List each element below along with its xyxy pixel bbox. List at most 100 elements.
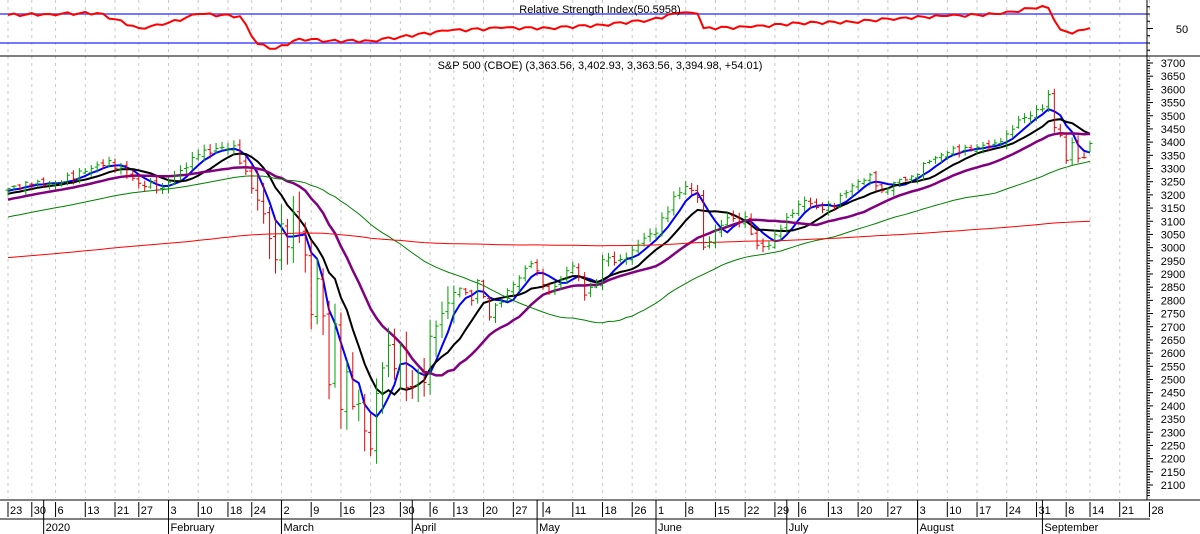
ohlc-bar bbox=[1010, 125, 1016, 139]
ohlc-bar bbox=[504, 288, 510, 302]
ohlc-bar bbox=[35, 179, 41, 187]
ohlc-bar bbox=[308, 240, 314, 330]
x-tick-label: 6 bbox=[801, 505, 807, 517]
ohlc-bar bbox=[594, 279, 600, 289]
ohlc-bar bbox=[837, 192, 843, 209]
ohlc-bar bbox=[492, 302, 498, 323]
ohlc-bar bbox=[950, 145, 956, 157]
y-tick-label: 3650 bbox=[1161, 71, 1185, 83]
y-tick-label: 3600 bbox=[1161, 84, 1185, 96]
ohlc-bar bbox=[677, 187, 683, 200]
ohlc-bar bbox=[380, 362, 386, 414]
ohlc-bar bbox=[332, 303, 338, 388]
ohlc-bar bbox=[926, 159, 932, 164]
ohlc-bar bbox=[992, 139, 998, 146]
ohlc-bar bbox=[754, 228, 760, 250]
x-tick-label: 21 bbox=[1122, 505, 1134, 517]
y-tick-label: 3150 bbox=[1161, 203, 1185, 215]
ohlc-bar bbox=[903, 176, 909, 182]
ohlc-bar bbox=[909, 175, 915, 184]
ohlc-bar bbox=[243, 155, 249, 175]
x-tick-label: 8 bbox=[1068, 505, 1074, 517]
x-tick-label: 23 bbox=[373, 505, 385, 517]
ohlc-bar bbox=[11, 185, 17, 191]
ohlc-bar bbox=[374, 378, 380, 464]
ohlc-bar bbox=[1087, 141, 1093, 153]
y-tick-label: 3350 bbox=[1161, 150, 1185, 162]
x-tick-label: 15 bbox=[717, 505, 729, 517]
month-label: 2020 bbox=[46, 522, 70, 534]
y-tick-label: 2600 bbox=[1161, 348, 1185, 360]
x-tick-label: 9 bbox=[313, 505, 319, 517]
ohlc-bar bbox=[368, 413, 374, 457]
ohlc-bar bbox=[790, 209, 796, 219]
ohlc-bar bbox=[653, 227, 659, 240]
x-tick-label: 30 bbox=[402, 505, 414, 517]
ohlc-bar bbox=[808, 197, 814, 209]
x-tick-label: 6 bbox=[58, 505, 64, 517]
ohlc-bar bbox=[558, 276, 564, 290]
x-tick-label: 13 bbox=[830, 505, 842, 517]
x-tick-label: 24 bbox=[254, 505, 266, 517]
ohlc-bar bbox=[968, 144, 974, 152]
ohlc-bar bbox=[118, 162, 124, 175]
month-label: February bbox=[171, 522, 216, 534]
ohlc-bar bbox=[481, 279, 487, 299]
ohlc-bar bbox=[611, 251, 617, 266]
ohlc-bar bbox=[142, 180, 148, 192]
ohlc-bar bbox=[1081, 152, 1087, 159]
ohlc-bar bbox=[695, 184, 701, 203]
moving-average-50 bbox=[7, 160, 1091, 324]
ohlc-bar bbox=[487, 296, 493, 321]
ohlc-bar bbox=[748, 213, 754, 236]
ohlc-bar bbox=[278, 204, 284, 271]
ohlc-bar bbox=[712, 224, 718, 249]
x-tick-label: 2 bbox=[283, 505, 289, 517]
x-tick-label: 27 bbox=[515, 505, 527, 517]
y-tick-label: 3000 bbox=[1161, 243, 1185, 255]
ohlc-bar bbox=[439, 301, 445, 339]
ohlc-bar bbox=[873, 171, 879, 192]
x-tick-label: 26 bbox=[634, 505, 646, 517]
x-tick-label: 16 bbox=[343, 505, 355, 517]
chart-title: S&P 500 (CBOE) (3,363.56, 3,402.93, 3,36… bbox=[438, 60, 763, 72]
ohlc-bar bbox=[510, 281, 516, 297]
ohlc-bar bbox=[998, 137, 1004, 148]
ohlc-bar bbox=[231, 140, 237, 155]
ohlc-bar bbox=[451, 285, 457, 324]
x-tick-label: 1 bbox=[658, 505, 664, 517]
ohlc-bar bbox=[302, 222, 308, 273]
ohlc-bar bbox=[320, 268, 326, 336]
ohlc-bar bbox=[356, 389, 362, 422]
ohlc-bar bbox=[59, 180, 65, 187]
ohlc-bar bbox=[1063, 132, 1069, 164]
ohlc-bar bbox=[64, 172, 70, 186]
ohlc-bar bbox=[980, 141, 986, 154]
ohlc-bar bbox=[136, 174, 142, 189]
ohlc-bar bbox=[552, 282, 558, 295]
ohlc-bar bbox=[522, 265, 528, 282]
ohlc-bar bbox=[213, 142, 219, 154]
ohlc-bar bbox=[814, 198, 820, 210]
y-tick-label: 2150 bbox=[1161, 467, 1185, 479]
ohlc-bar bbox=[588, 282, 594, 298]
ohlc-bar bbox=[183, 162, 189, 174]
ohlc-bar bbox=[635, 239, 641, 254]
ohlc-bar bbox=[570, 261, 576, 275]
moving-average-200 bbox=[7, 220, 1091, 259]
x-tick-label: 13 bbox=[456, 505, 468, 517]
ohlc-bar bbox=[469, 289, 475, 306]
ohlc-bar bbox=[154, 175, 160, 194]
moving-average-5 bbox=[7, 108, 1091, 418]
ohlc-bar bbox=[689, 182, 695, 196]
y-tick-label: 3450 bbox=[1161, 124, 1185, 136]
ohlc-bar bbox=[445, 286, 451, 320]
ohlc-bar bbox=[665, 206, 671, 223]
ohlc-bar bbox=[623, 252, 629, 265]
x-tick-label: 20 bbox=[860, 505, 872, 517]
ohlc-bar bbox=[421, 358, 427, 397]
ohlc-bar bbox=[796, 200, 802, 217]
ohlc-bar bbox=[112, 158, 118, 174]
ohlc-bar bbox=[23, 180, 29, 195]
